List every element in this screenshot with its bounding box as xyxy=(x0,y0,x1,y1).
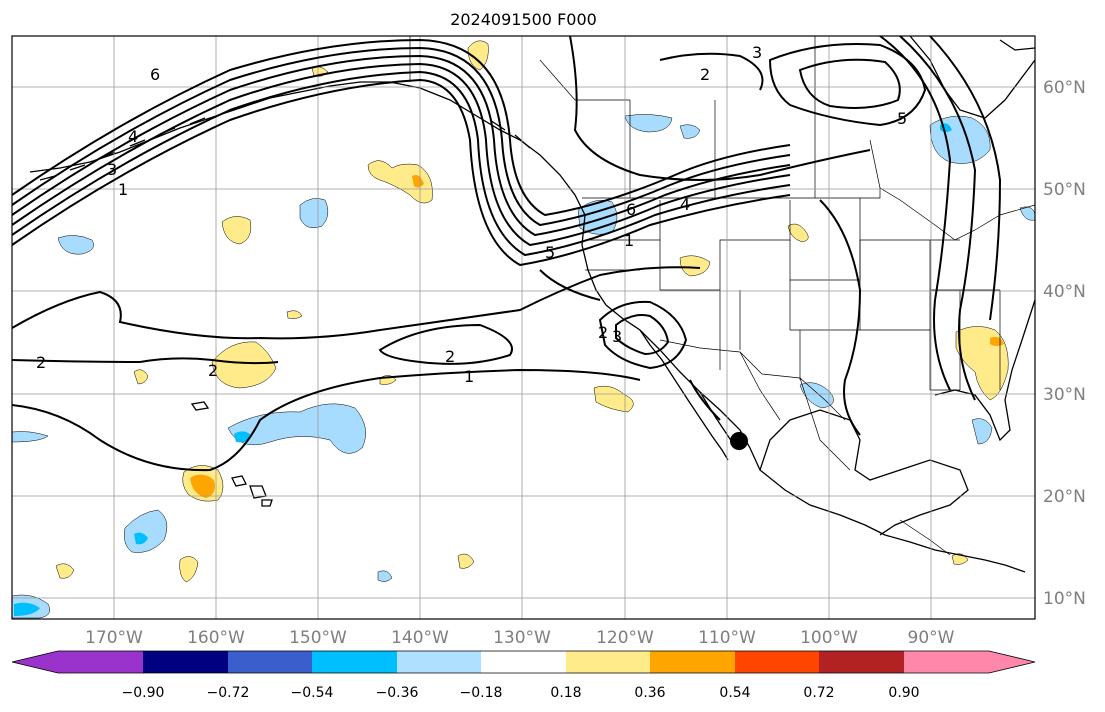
colorbar-segment xyxy=(650,651,735,673)
contour-label: 2 xyxy=(445,347,455,366)
colorbar-tick-label: −0.54 xyxy=(291,685,334,701)
anomaly-region xyxy=(679,255,711,277)
anomaly-region xyxy=(593,385,634,413)
lat-tick-label: 20°N xyxy=(1043,487,1086,507)
anomaly-region xyxy=(211,341,277,389)
lon-tick-label: 150°W xyxy=(289,628,347,648)
contour-label: 4 xyxy=(680,195,690,214)
anomaly-region xyxy=(286,310,303,319)
contour-label: 6 xyxy=(150,65,160,84)
colorbar-segment xyxy=(819,651,904,673)
lon-tick-label: 130°W xyxy=(493,628,551,648)
colorbar-tick-label: 0.18 xyxy=(550,685,581,701)
anomaly-region xyxy=(679,124,701,139)
anomaly-region xyxy=(467,40,489,71)
contours xyxy=(11,35,1002,472)
lat-tick-label: 40°N xyxy=(1043,282,1086,302)
lon-tick-label: 140°W xyxy=(391,628,449,648)
contour-label: 1 xyxy=(464,367,474,386)
contour-label: 4 xyxy=(128,127,138,146)
anomaly-region xyxy=(133,369,149,385)
colorbar-segment xyxy=(397,651,481,673)
anomaly-region xyxy=(11,431,49,443)
anomaly-region xyxy=(367,160,433,204)
contour-label: 1 xyxy=(624,231,634,250)
colorbar-tick-label: 0.36 xyxy=(634,685,665,701)
anomaly-region xyxy=(799,382,834,409)
colorbar-segment xyxy=(58,651,143,673)
colorbar-segment xyxy=(566,651,650,673)
anomaly-core xyxy=(190,474,215,498)
lon-tick-label: 170°W xyxy=(85,628,143,648)
contour-label: 3 xyxy=(107,160,117,179)
graticule xyxy=(12,36,1035,619)
contour-label: 6 xyxy=(626,200,636,219)
shaded-anomalies xyxy=(11,40,1036,619)
lat-tick-label: 10°N xyxy=(1043,589,1086,609)
contour-label: 2 xyxy=(700,65,710,84)
colorbar-tick-label: −0.90 xyxy=(122,685,165,701)
map-title: 2024091500 F000 xyxy=(450,10,597,29)
lat-axis: 60°N 50°N 40°N 30°N 20°N 10°N xyxy=(1043,78,1086,609)
lon-axis: 170°W 160°W 150°W 140°W 130°W 120°W 110°… xyxy=(85,628,955,648)
contour-label: 3 xyxy=(612,327,622,346)
anomaly-region xyxy=(55,563,75,579)
colorbar-tick-label: −0.72 xyxy=(207,685,250,701)
lat-tick-label: 30°N xyxy=(1043,385,1086,405)
contour-labels: 1 2 2 2 3 4 5 6 1 2 3 1 2 3 4 5 6 xyxy=(36,43,907,386)
anomaly-region xyxy=(457,553,475,569)
colorbar-labels: −0.90 −0.72 −0.54 −0.36 −0.18 0.18 0.36 … xyxy=(122,685,920,701)
colorbar-segment xyxy=(228,651,312,673)
location-marker[interactable] xyxy=(730,432,748,450)
lon-tick-label: 160°W xyxy=(187,628,245,648)
anomaly-region xyxy=(57,235,94,255)
colorbar-tick-label: −0.18 xyxy=(460,685,503,701)
anomaly-core xyxy=(412,175,424,188)
contour-label: 1 xyxy=(118,180,128,199)
contour-label: 2 xyxy=(208,361,218,380)
anomaly-region xyxy=(221,216,252,245)
anomaly-core xyxy=(134,532,148,545)
colorbar-segment xyxy=(312,651,397,673)
colorbar xyxy=(11,650,1036,674)
anomaly-core xyxy=(990,336,1004,346)
anomaly-region xyxy=(624,114,673,133)
contour-label: 2 xyxy=(36,353,46,372)
colorbar-tick-label: 0.72 xyxy=(803,685,834,701)
lon-tick-label: 100°W xyxy=(800,628,858,648)
lon-tick-label: 90°W xyxy=(908,628,955,648)
anomaly-region xyxy=(377,570,393,582)
colorbar-segment xyxy=(481,651,566,673)
colorbar-extend-high xyxy=(904,651,1035,673)
colorbar-segment xyxy=(735,651,819,673)
contour-label: 5 xyxy=(897,109,907,128)
coastlines xyxy=(29,35,1036,573)
map-frame xyxy=(11,35,1036,620)
colorbar-tick-label: 0.54 xyxy=(719,685,750,701)
contour-label: 5 xyxy=(545,243,555,262)
anomaly-region xyxy=(787,223,809,243)
contour-label: 2 xyxy=(598,323,608,342)
colorbar-tick-label: 0.90 xyxy=(888,685,919,701)
anomaly-region xyxy=(179,556,199,583)
lat-tick-label: 60°N xyxy=(1043,78,1086,98)
anomaly-region xyxy=(227,403,366,454)
lon-tick-label: 120°W xyxy=(596,628,654,648)
lon-tick-label: 110°W xyxy=(698,628,756,648)
lat-tick-label: 50°N xyxy=(1043,180,1086,200)
colorbar-outline xyxy=(11,650,1036,674)
anomaly-region xyxy=(299,198,329,228)
anomaly-region xyxy=(124,509,168,553)
contour-label: 3 xyxy=(752,43,762,62)
colorbar-tick-label: −0.36 xyxy=(376,685,419,701)
anomaly-region xyxy=(971,418,993,445)
colorbar-segment xyxy=(143,651,228,673)
colorbar-extend-low xyxy=(12,651,58,673)
anomaly-core xyxy=(14,602,40,616)
